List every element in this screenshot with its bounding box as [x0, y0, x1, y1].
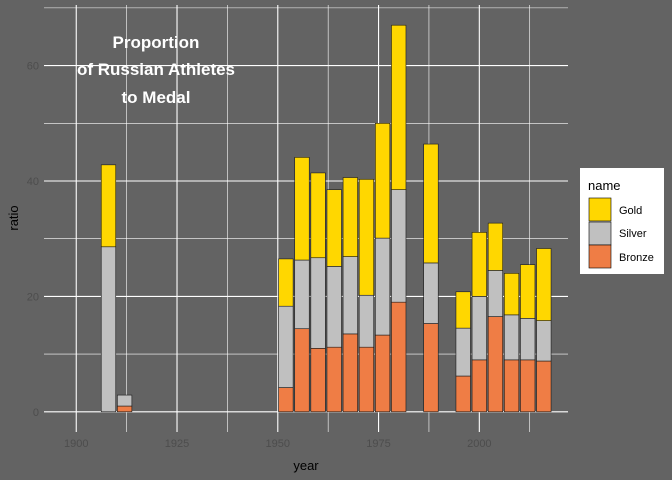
- bar-bronze-1964: [326, 346, 342, 413]
- legend-key-gold: [588, 197, 612, 222]
- bar-gold-2016: [536, 248, 552, 321]
- bar-silver-1956: [294, 259, 310, 330]
- bar-bronze-1960: [310, 348, 326, 413]
- bar-bronze-1972: [358, 346, 375, 413]
- x-tick-label-2: 1950: [266, 438, 290, 450]
- y-tick-labels: 0 20 40 60: [27, 61, 39, 419]
- bar-silver-1964: [326, 266, 342, 348]
- bar-silver-2012: [520, 318, 536, 361]
- bar-gold-1952: [278, 258, 294, 307]
- x-tick-labels: 1900 1925 1950 1975 2000: [64, 438, 492, 450]
- bar-gold-1972: [358, 178, 375, 296]
- bar-silver-1968: [342, 256, 358, 335]
- chart-title-line-3: to Medal: [122, 88, 191, 107]
- bar-gold-2008: [504, 273, 520, 316]
- bar-bronze-2004: [487, 316, 504, 413]
- bar-silver-2008: [504, 314, 520, 361]
- bar-bronze-1956: [294, 328, 310, 413]
- bar-bronze-2000: [471, 359, 487, 413]
- x-tick-label-3: 1975: [366, 438, 390, 450]
- x-axis-title: year: [293, 458, 319, 473]
- bar-bronze-1968: [342, 333, 358, 413]
- legend-key-bronze: [588, 244, 612, 269]
- bar-bronze-1952: [278, 387, 294, 413]
- bar-gold-1968: [342, 177, 358, 257]
- x-tick-label-0: 1900: [64, 438, 88, 450]
- bar-gold-1908: [100, 164, 117, 248]
- bar-gold-1956: [294, 157, 310, 261]
- legend-label-bronze: Bronze: [619, 252, 654, 264]
- bar-silver-1912: [117, 394, 133, 407]
- bar-gold-1964: [326, 189, 342, 267]
- bar-gold-1980: [391, 24, 407, 190]
- bar-silver-1988: [423, 262, 439, 324]
- y-tick-label-2: 40: [27, 176, 39, 188]
- legend-key-silver: [588, 221, 612, 246]
- x-tick-label-1: 1925: [165, 438, 189, 450]
- chart-title-line-2: of Russian Athletes: [77, 60, 235, 79]
- bar-bronze-2008: [504, 359, 520, 413]
- bar-gold-1960: [310, 172, 326, 259]
- bar-bronze-1976: [375, 334, 391, 413]
- bar-silver-1960: [310, 257, 326, 349]
- y-axis-title: ratio: [6, 205, 21, 230]
- bar-silver-1996: [455, 327, 471, 377]
- chart-title-line-1: Proportion: [113, 33, 200, 52]
- bar-gold-1988: [423, 143, 439, 264]
- bar-bronze-1996: [455, 375, 471, 413]
- bar-silver-2016: [536, 320, 552, 362]
- bar-bronze-2012: [520, 359, 536, 413]
- chart-title: Proportion of Russian Athletes to Medal: [77, 33, 235, 107]
- legend-label-gold: Gold: [619, 205, 642, 217]
- bar-bronze-1980: [391, 301, 407, 413]
- y-tick-label-3: 60: [27, 61, 39, 73]
- bar-silver-1972: [358, 294, 375, 348]
- bar-silver-1952: [278, 305, 294, 388]
- bar-gold-2000: [471, 232, 487, 297]
- bar-bronze-1988: [423, 323, 439, 413]
- bar-silver-2000: [471, 296, 487, 361]
- bar-silver-2004: [487, 270, 504, 317]
- bar-bronze-2016: [536, 360, 552, 413]
- legend-title: name: [588, 178, 621, 193]
- bar-gold-1976: [375, 122, 391, 239]
- bar-gold-2004: [487, 222, 504, 271]
- y-tick-label-0: 0: [33, 407, 39, 419]
- legend-label-silver: Silver: [619, 228, 647, 240]
- bar-silver-1976: [375, 237, 391, 336]
- y-tick-label-1: 20: [27, 291, 39, 303]
- bar-silver-1980: [391, 189, 407, 303]
- bars: [100, 24, 552, 413]
- bar-silver-1908: [100, 246, 117, 413]
- bar-gold-1996: [455, 291, 471, 329]
- bar-gold-2012: [520, 264, 536, 319]
- x-tick-label-4: 2000: [467, 438, 491, 450]
- legend: name Gold Silver Bronze: [580, 168, 664, 274]
- bar-bronze-1912: [117, 405, 133, 413]
